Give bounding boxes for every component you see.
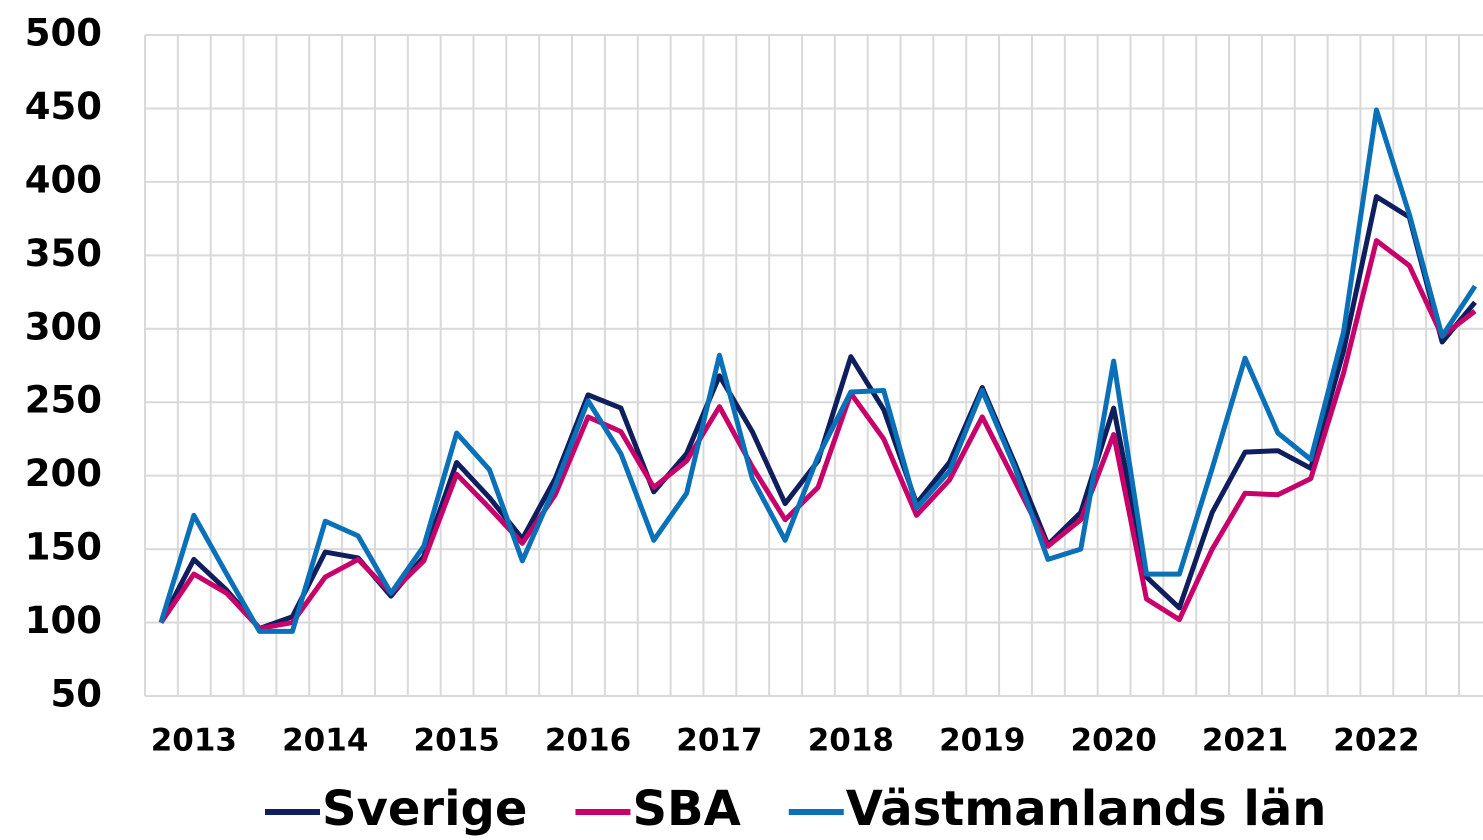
y-tick-label: 400 [25,158,102,201]
x-tick-label: 2021 [1202,723,1288,759]
y-tick-label: 500 [25,12,102,55]
series-line [158,107,1478,634]
y-tick-label: 150 [25,526,102,569]
x-tick-label: 2020 [1071,723,1157,759]
y-tick-label: 200 [25,452,102,495]
y-tick-label: 300 [25,305,102,348]
y-tick-label: 250 [25,379,102,422]
series-line [158,194,1477,631]
y-tick-label: 350 [25,232,102,275]
x-tick-label: 2016 [545,723,631,759]
y-tick-label: 100 [25,599,102,642]
y-tick-label: 50 [51,673,103,716]
x-tick-label: 2014 [282,723,368,759]
x-tick-label: 2017 [676,723,762,759]
x-tick-label: 2022 [1333,723,1419,759]
legend-label: Sverige [322,781,527,837]
series-line [158,238,1477,631]
x-tick-label: 2018 [808,723,894,759]
x-tick-label: 2019 [939,723,1025,759]
x-tick-label: 2015 [414,723,500,759]
y-tick-label: 450 [25,85,102,128]
x-tick-label: 2013 [151,723,237,759]
legend-label: SBA [632,781,740,837]
legend-label: Västmanlands län [846,781,1327,837]
